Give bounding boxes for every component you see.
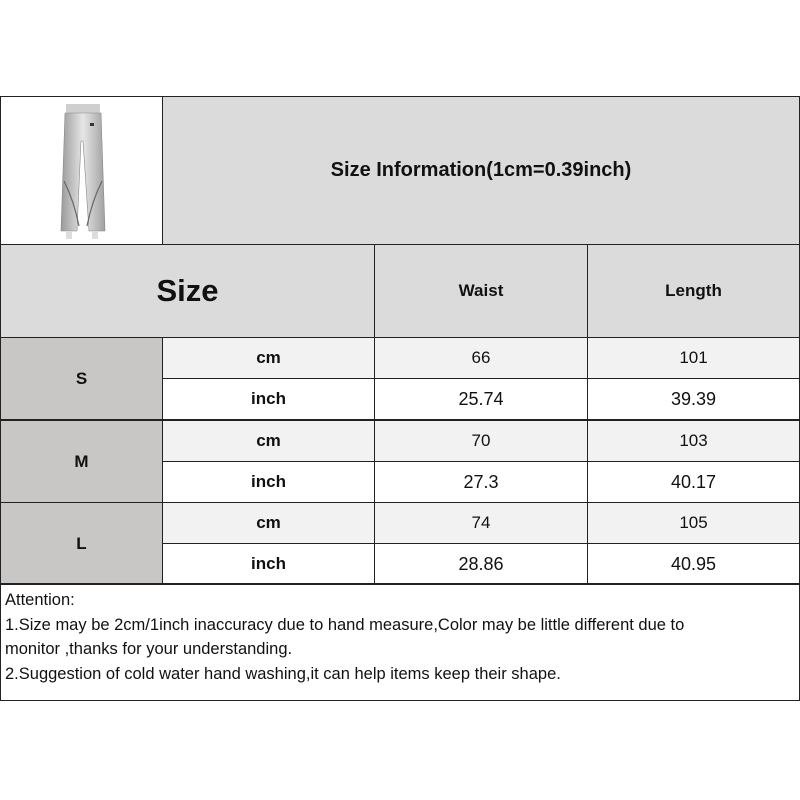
unit-cm: cm	[162, 420, 375, 462]
waist-cm: 70	[374, 420, 588, 462]
length-cm: 101	[587, 337, 800, 379]
product-image-cell	[0, 96, 163, 245]
notes-heading: Attention:	[5, 591, 75, 609]
waist-inch: 27.3	[374, 461, 588, 503]
waist-cm: 66	[374, 337, 588, 379]
waist-inch: 25.74	[374, 378, 588, 420]
waist-header: Waist	[374, 244, 588, 338]
unit-inch: inch	[162, 543, 375, 585]
note-1: 1.Size may be 2cm/1inch inaccuracy due t…	[5, 615, 685, 634]
length-inch: 40.17	[587, 461, 800, 503]
size-header: Size	[0, 244, 375, 338]
length-cm: 103	[587, 420, 800, 462]
waist-inch: 28.86	[374, 543, 588, 585]
unit-inch: inch	[162, 378, 375, 420]
unit-cm: cm	[162, 502, 375, 544]
size-label: L	[0, 502, 163, 585]
length-inch: 39.39	[587, 378, 800, 420]
page-title: Size Information(1cm=0.39inch)	[162, 96, 800, 245]
size-label: M	[0, 420, 163, 503]
size-label: S	[0, 337, 163, 420]
note-2: 2.Suggestion of cold water hand washing,…	[5, 664, 561, 683]
length-inch: 40.95	[587, 543, 800, 585]
unit-inch: inch	[162, 461, 375, 503]
waist-cm: 74	[374, 502, 588, 544]
length-header: Length	[587, 244, 800, 338]
attention-notes: Attention: 1.Size may be 2cm/1inch inacc…	[0, 583, 800, 701]
length-cm: 105	[587, 502, 800, 544]
note-1-cont: monitor ,thanks for your understanding.	[5, 640, 293, 658]
pants-icon	[60, 103, 105, 239]
unit-cm: cm	[162, 337, 375, 379]
